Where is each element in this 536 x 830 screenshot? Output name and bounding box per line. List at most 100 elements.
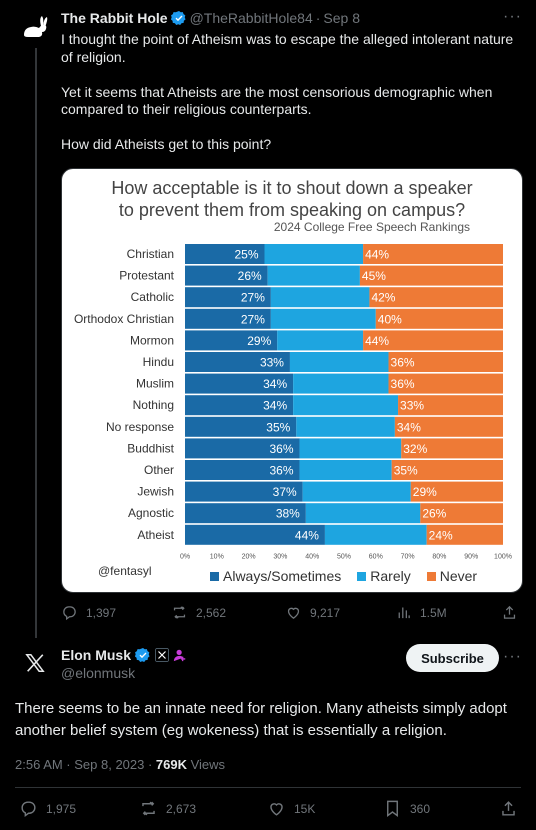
- bar-segment: [264, 244, 364, 264]
- data-label: 44%: [365, 334, 389, 348]
- bar-segment: [185, 244, 265, 264]
- avatar[interactable]: [15, 8, 55, 48]
- bar-segment: [375, 308, 503, 329]
- data-label: 33%: [400, 399, 424, 413]
- author-handle[interactable]: @elonmusk: [61, 665, 136, 681]
- subscribe-button[interactable]: Subscribe: [406, 644, 499, 672]
- heart-icon: [287, 607, 300, 619]
- category-label: Christian: [127, 247, 174, 261]
- repost-button[interactable]: 2,673: [139, 799, 196, 818]
- x-affiliate-badge-icon: [155, 648, 170, 662]
- verified-badge-icon: [170, 11, 186, 25]
- chart-subtitle: 2024 College Free Speech Rankings: [273, 220, 470, 234]
- legend-item: Rarely: [357, 568, 411, 584]
- bar-segment: [185, 438, 300, 459]
- bar-segment: [185, 352, 290, 372]
- like-button[interactable]: 15K: [267, 799, 315, 818]
- x-tick-label: 30%: [273, 553, 287, 560]
- legend-label: Rarely: [370, 568, 411, 584]
- x-tick-label: 100%: [494, 553, 512, 560]
- data-label: 36%: [391, 377, 415, 391]
- bar-segment: [185, 330, 278, 351]
- more-options-icon[interactable]: ···: [503, 648, 522, 665]
- bar-segment: [410, 481, 503, 502]
- data-label: 29%: [413, 485, 437, 499]
- like-button[interactable]: 9,217: [285, 604, 340, 621]
- bar-segment: [299, 460, 392, 480]
- tweet-date[interactable]: Sep 8: [323, 10, 360, 26]
- bar-segment: [267, 265, 360, 286]
- data-label: 32%: [403, 442, 427, 456]
- category-label: Buddhist: [127, 441, 174, 455]
- data-label: 34%: [263, 377, 287, 391]
- bar-segment: [277, 330, 364, 351]
- bar-segment: [369, 287, 503, 308]
- data-label: 36%: [269, 442, 293, 456]
- data-label: 35%: [394, 464, 418, 478]
- data-label: 27%: [241, 291, 265, 305]
- x-tick-label: 60%: [369, 553, 383, 560]
- tweet-header: The Rabbit Hole @TheRabbitHole84 · Sep 8: [61, 10, 360, 26]
- reply-icon: [21, 801, 36, 818]
- data-label: 25%: [235, 248, 259, 262]
- bar-segment: [391, 460, 503, 480]
- bookmark-button[interactable]: 360: [383, 799, 430, 818]
- repost-button[interactable]: 2,562: [171, 604, 226, 621]
- tweet-meta: 2:56 AM · Sep 8, 2023 · 769K Views: [15, 757, 225, 772]
- reply-button[interactable]: 1,975: [19, 799, 76, 818]
- repost-icon: [142, 801, 155, 816]
- legend-item: Never: [426, 568, 478, 584]
- reply-button[interactable]: 1,397: [61, 604, 116, 621]
- author-name[interactable]: Elon Musk: [61, 647, 132, 663]
- legend-label: Never: [439, 568, 478, 584]
- category-label: Hindu: [143, 355, 174, 369]
- author-name[interactable]: The Rabbit Hole: [61, 10, 168, 26]
- tweet-paragraph: How did Atheists get to this point?: [61, 136, 272, 152]
- author-handle[interactable]: @TheRabbitHole84: [189, 10, 313, 26]
- share-icon: [502, 801, 515, 816]
- views-button[interactable]: 1.5M: [395, 604, 447, 621]
- data-label: 45%: [362, 269, 386, 283]
- data-label: 33%: [260, 356, 284, 370]
- category-label: Mormon: [130, 333, 174, 347]
- x-tick-label: 80%: [432, 553, 446, 560]
- data-label: 34%: [263, 399, 287, 413]
- data-label: 24%: [429, 528, 453, 542]
- like-count: 9,217: [310, 605, 341, 620]
- bar-segment: [270, 308, 376, 329]
- data-label: 27%: [241, 312, 265, 326]
- data-label: 26%: [238, 269, 262, 283]
- chart-title-line: to prevent them from speaking on campus?: [118, 200, 466, 220]
- data-label: 42%: [371, 291, 395, 305]
- tweet-paragraph: I thought the point of Atheism was to es…: [61, 31, 514, 65]
- bar-segment: [185, 395, 294, 416]
- data-label: 29%: [247, 334, 271, 348]
- thread-line: [35, 48, 37, 638]
- views-count: 1.5M: [420, 605, 447, 620]
- data-label: 36%: [269, 464, 293, 478]
- bar-segment: [185, 287, 271, 308]
- tweet-timestamp[interactable]: 2:56 AM · Sep 8, 2023 ·: [15, 757, 156, 772]
- share-button[interactable]: [499, 799, 518, 818]
- tweet-paragraph: Yet it seems that Atheists are the most …: [61, 83, 493, 118]
- data-label: 44%: [365, 248, 389, 262]
- bar-segment: [185, 373, 294, 394]
- bar-segment: [293, 395, 399, 416]
- data-label: 26%: [422, 507, 446, 521]
- legend-label: Always/Sometimes: [223, 568, 342, 584]
- x-tick-label: 10%: [210, 553, 224, 560]
- repost-count: 2,562: [196, 605, 227, 620]
- rabbit-logo-icon: [15, 8, 55, 48]
- chart-image[interactable]: How acceptable is it to shout down a spe…: [61, 168, 523, 593]
- heart-icon: [270, 803, 283, 816]
- share-button[interactable]: [501, 604, 518, 621]
- tweet-text: There seems to be an innate need for rel…: [15, 700, 507, 739]
- bar-segment: [185, 481, 303, 502]
- avatar[interactable]: [15, 643, 55, 683]
- bar-segment: [185, 308, 271, 329]
- chart-title: How acceptable is it to shout down a spe…: [62, 177, 522, 221]
- category-label: Other: [144, 463, 174, 477]
- more-options-icon[interactable]: ···: [503, 8, 522, 25]
- verified-badge-icon: [135, 648, 150, 662]
- category-label: No response: [106, 420, 174, 434]
